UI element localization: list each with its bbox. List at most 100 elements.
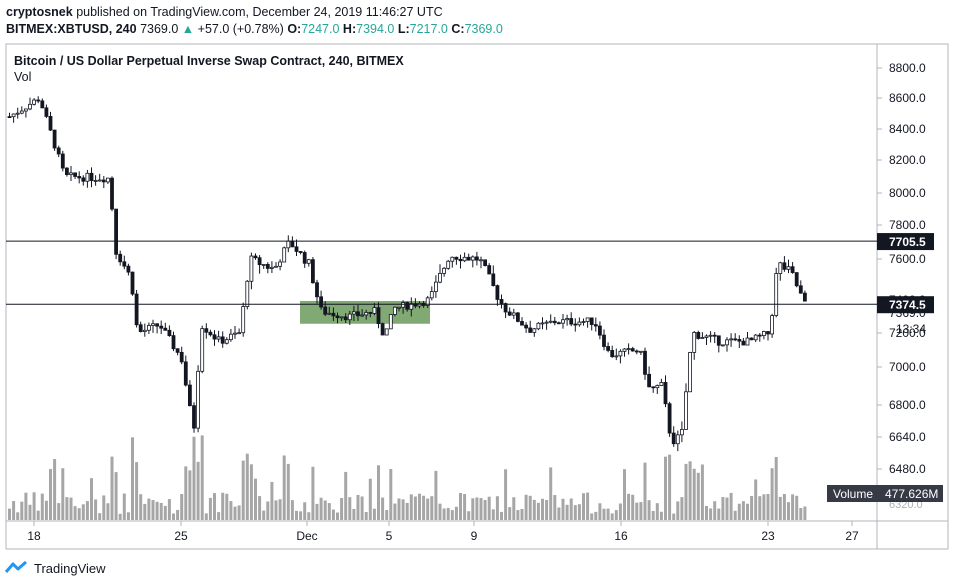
candle xyxy=(766,331,770,335)
candle xyxy=(442,267,447,274)
price-tick-11: 6640.0 xyxy=(889,430,926,444)
candle xyxy=(446,260,451,269)
volume-bar xyxy=(676,501,680,520)
candle xyxy=(134,293,139,326)
volume-bar xyxy=(668,454,672,520)
candle xyxy=(433,281,438,292)
volume-bar xyxy=(623,469,626,520)
volume-bar xyxy=(8,508,11,520)
symbol-label[interactable]: BITMEX:XBTUSD, 240 xyxy=(6,22,137,36)
volume-bar xyxy=(598,503,602,520)
volume-bar xyxy=(295,510,298,520)
upper-level-value: 7705.5 xyxy=(889,235,926,249)
volume-bar xyxy=(352,508,356,520)
volume-bar xyxy=(426,498,430,520)
volume-bar xyxy=(557,507,561,520)
candle xyxy=(675,434,680,445)
volume-bar xyxy=(647,500,651,520)
author-name[interactable]: cryptosnek xyxy=(6,5,73,19)
volume-bar xyxy=(85,501,89,520)
upper-level-badge: 7705.5 xyxy=(877,233,934,251)
volume-bar xyxy=(262,510,266,520)
volume-bar xyxy=(331,509,335,520)
candle xyxy=(458,258,463,262)
volume-bar xyxy=(434,470,438,520)
volume-bar xyxy=(639,502,643,520)
time-axis-ticks: 18 25 Dec 5 9 16 23 27 xyxy=(27,521,859,543)
candle-series xyxy=(7,96,807,452)
candle xyxy=(187,384,192,407)
candle xyxy=(634,350,639,353)
volume-bar xyxy=(32,492,36,520)
volume-bar xyxy=(102,495,106,520)
candle xyxy=(663,382,668,405)
volume-bar xyxy=(192,436,196,520)
volume-bar xyxy=(381,497,385,520)
tradingview-footer[interactable]: TradingView xyxy=(4,560,106,576)
volume-bar xyxy=(81,504,85,520)
candle xyxy=(704,335,709,338)
candle xyxy=(671,432,676,445)
low-label: L: xyxy=(397,22,410,36)
volume-bar xyxy=(61,468,65,520)
volume-bar xyxy=(713,501,717,520)
volume-bar xyxy=(393,503,397,520)
candle xyxy=(257,257,262,266)
vol-label: Vol xyxy=(14,70,31,84)
volume-bar xyxy=(766,493,770,520)
candle xyxy=(368,312,373,314)
candle xyxy=(73,172,77,177)
volume-bar xyxy=(69,497,73,520)
volume-bar xyxy=(479,498,483,520)
candle xyxy=(450,256,455,262)
candle xyxy=(741,340,746,346)
time-tick-7: 27 xyxy=(845,529,859,543)
volume-bar xyxy=(471,498,475,520)
volume-bar xyxy=(409,494,413,520)
candle xyxy=(524,324,528,329)
candle xyxy=(413,303,418,307)
high-label: H: xyxy=(342,22,357,36)
volume-bar xyxy=(717,508,721,520)
candle xyxy=(639,350,643,353)
volume-bar xyxy=(651,510,655,520)
candle xyxy=(688,352,692,393)
candle xyxy=(602,334,606,347)
candle xyxy=(364,312,369,316)
candle xyxy=(15,112,20,115)
candle xyxy=(384,328,389,336)
candle xyxy=(286,240,291,249)
volume-bar xyxy=(249,464,253,520)
candle xyxy=(130,271,135,295)
candle xyxy=(614,355,619,358)
volume-bar xyxy=(475,497,479,520)
candle xyxy=(552,320,557,324)
candle xyxy=(479,259,483,262)
candle xyxy=(97,179,102,182)
candle xyxy=(520,321,524,326)
volume-bar xyxy=(799,508,803,520)
volume-bar xyxy=(290,500,294,520)
volume-bar xyxy=(459,493,462,520)
candle xyxy=(659,382,664,386)
volume-bar xyxy=(65,497,69,520)
candle xyxy=(593,324,598,327)
candle xyxy=(253,255,258,259)
volume-bar xyxy=(762,494,766,520)
candle xyxy=(778,262,783,274)
volume-bar xyxy=(225,493,229,520)
candle xyxy=(684,391,688,430)
volume-bar xyxy=(221,492,225,520)
candle xyxy=(192,405,196,429)
volume-bar xyxy=(500,511,503,520)
candle xyxy=(425,297,430,306)
volume-bar xyxy=(385,509,389,520)
volume-bar xyxy=(413,496,417,520)
volume-bar xyxy=(733,510,737,520)
volume-bar xyxy=(438,503,442,520)
candle xyxy=(347,313,352,321)
volume-bar xyxy=(110,456,114,520)
volume-bar xyxy=(504,469,508,520)
volume-bar xyxy=(750,495,754,520)
